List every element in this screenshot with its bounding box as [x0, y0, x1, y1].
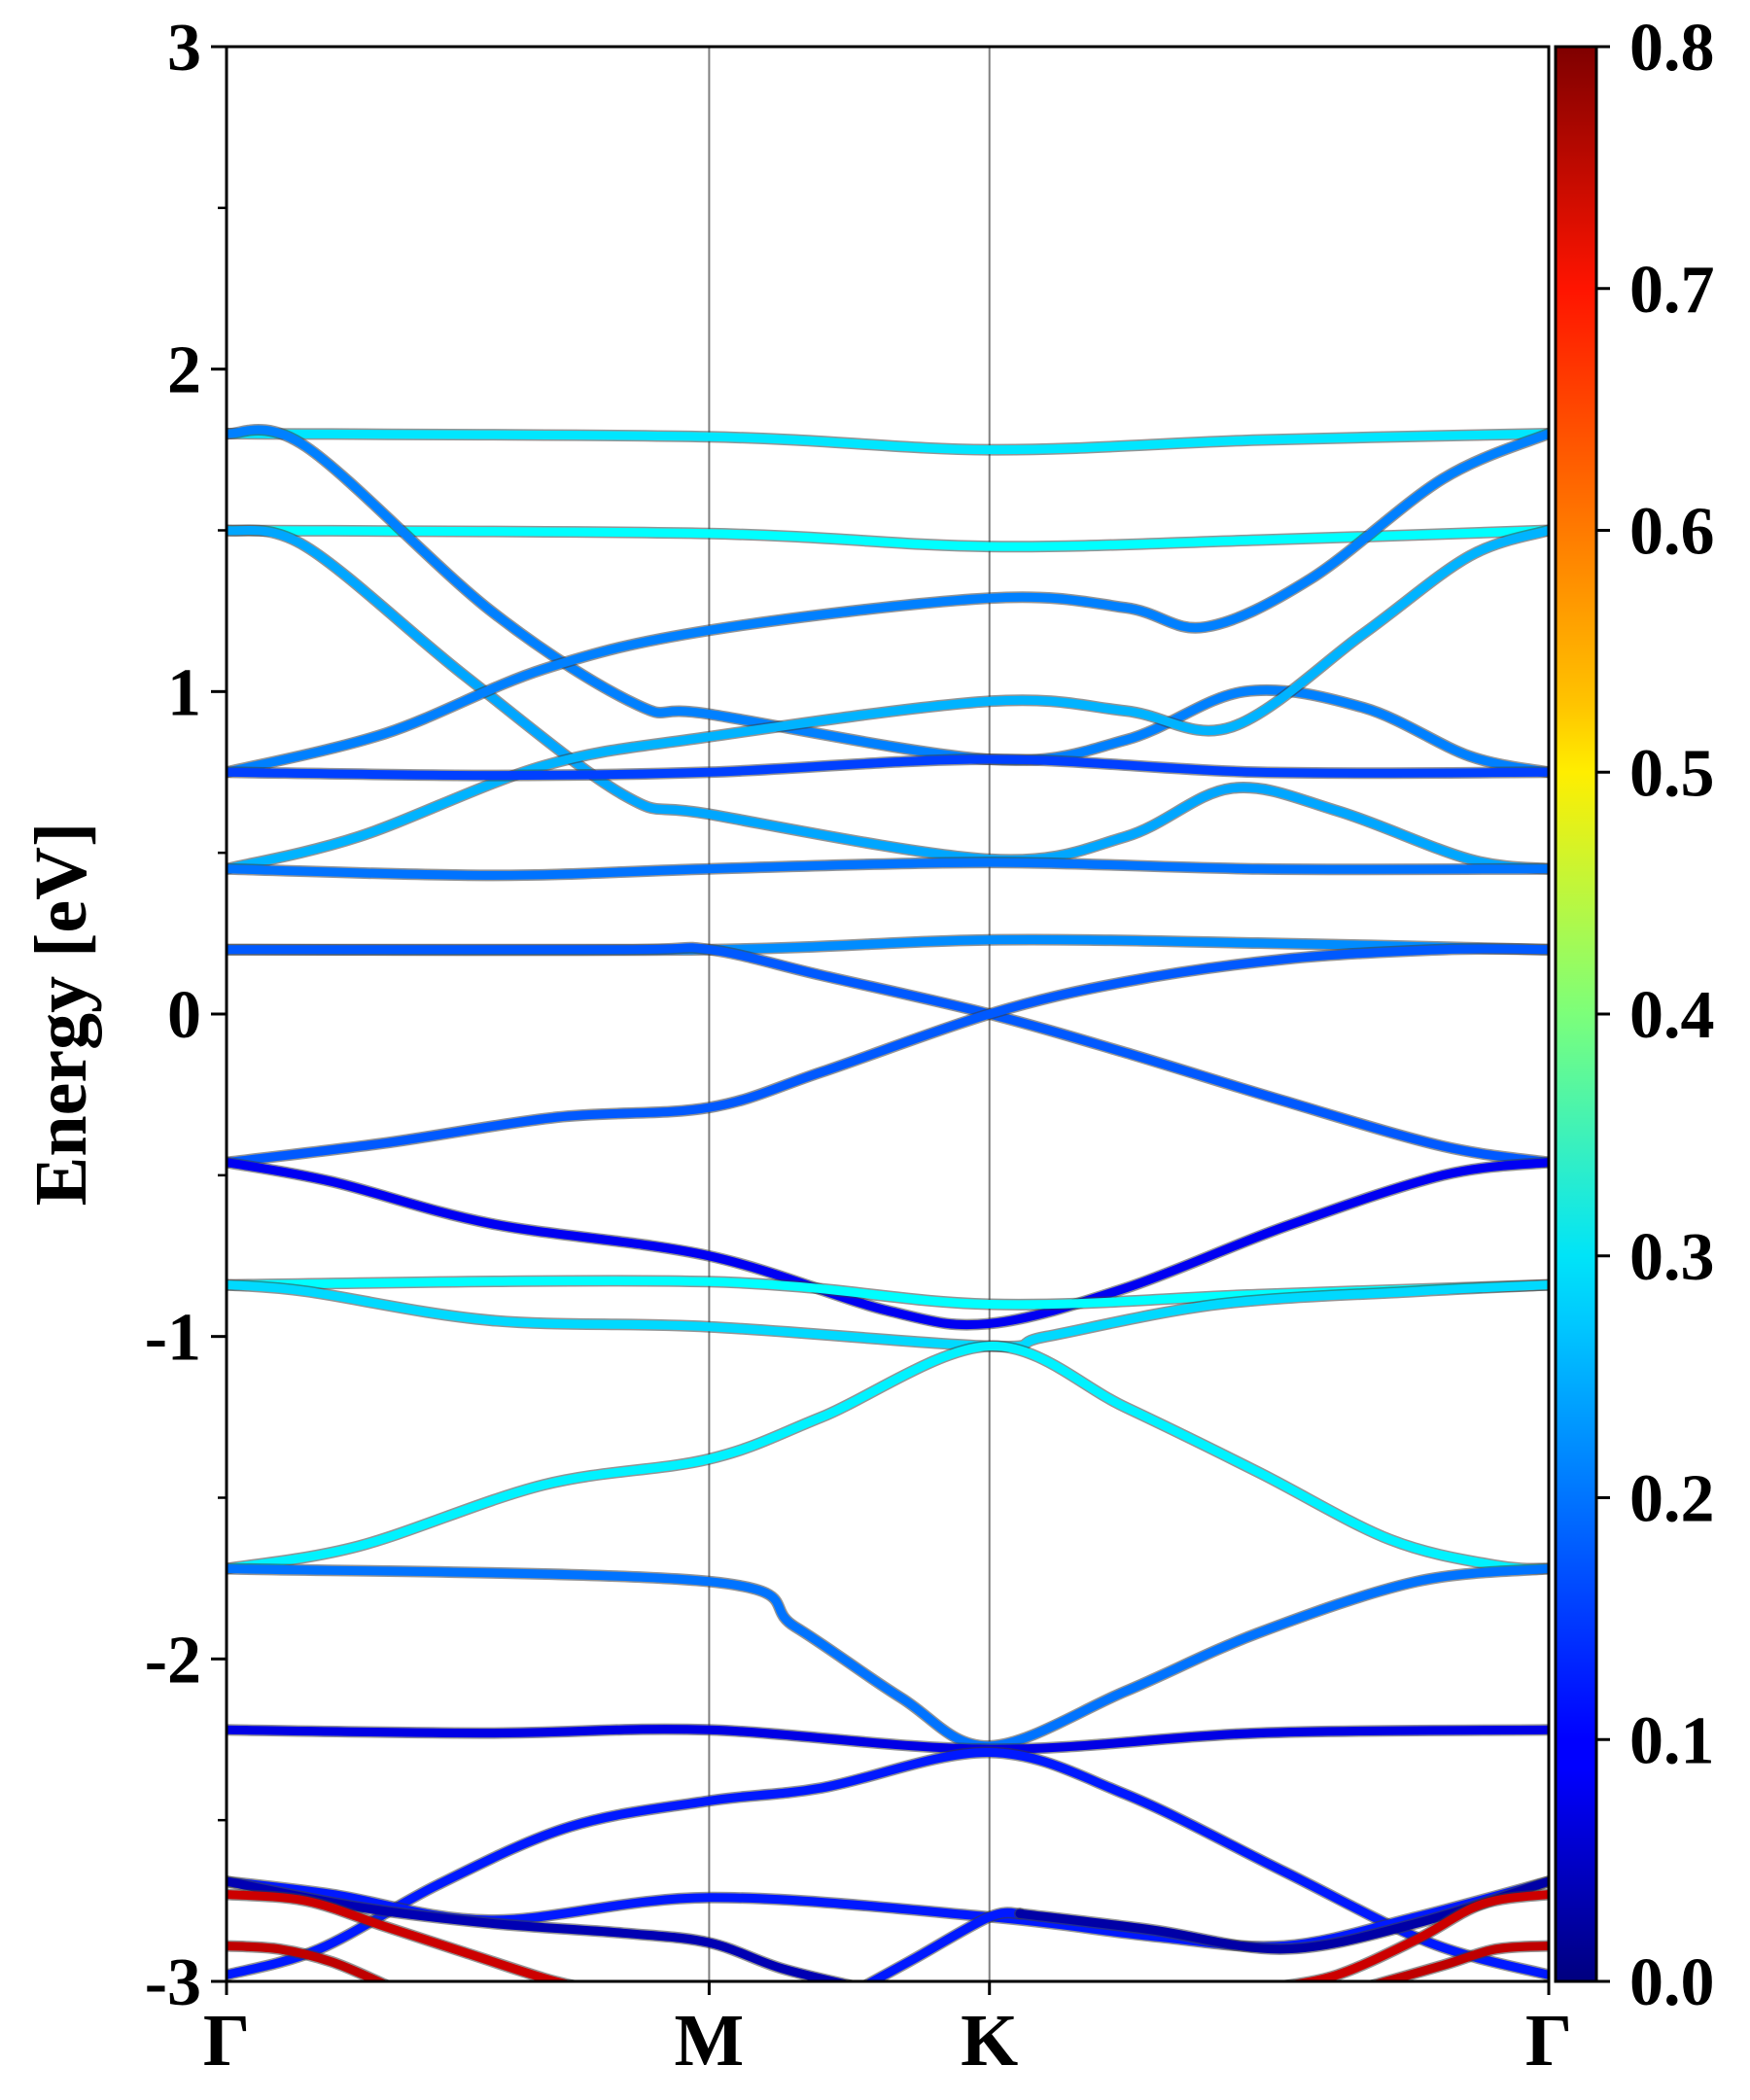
band-line-11 — [227, 1158, 1549, 1330]
y-tick-label-0: 3 — [167, 11, 201, 86]
band-line-0 — [227, 429, 1549, 455]
band-line-2 — [227, 425, 1549, 777]
band-line-7 — [227, 858, 1549, 880]
band-line-10 — [227, 944, 1549, 1168]
x-tick-label-3: Γ — [1525, 2000, 1572, 2082]
y-axis-label: Energy [eV] — [20, 822, 102, 1207]
band-line-5 — [227, 526, 1549, 874]
y-tick-label-5: -2 — [145, 1623, 201, 1698]
band-line-1 — [227, 526, 1549, 551]
band-lines — [227, 424, 1549, 1981]
colorbar: 0.0 0.1 0.2 0.3 0.4 0.5 0.6 0.7 0.8 — [1554, 11, 1715, 2020]
band-line-15 — [227, 1564, 1549, 1751]
colorbar-tick-label-3: 0.3 — [1629, 1220, 1715, 1295]
band-line-20 — [863, 1908, 1025, 1981]
band-line-16 — [227, 1725, 1549, 1754]
band-line-4 — [227, 429, 1549, 777]
band-line-19 — [227, 1876, 854, 1981]
y-tick-label-2: 1 — [167, 655, 201, 730]
y-tick-label-4: -1 — [145, 1301, 201, 1376]
band-line-9 — [227, 943, 1549, 1168]
colorbar-tick-label-2: 0.2 — [1629, 1462, 1715, 1537]
colorbar-tick-label-4: 0.4 — [1629, 978, 1715, 1053]
band-line-25 — [1370, 1942, 1549, 1981]
colorbar-tick-label-0: 0.0 — [1629, 1945, 1715, 2020]
colorbar-tick-label-5: 0.5 — [1629, 736, 1715, 811]
band-line-3 — [227, 525, 1549, 874]
colorbar-fill — [1556, 47, 1596, 1981]
y-tick-label-3: 0 — [167, 978, 201, 1053]
x-tick-label-0: Γ — [203, 2000, 250, 2082]
y-axis: 3 2 1 0 -1 -2 -3 — [145, 11, 227, 2020]
band-line-23 — [227, 1942, 389, 1981]
plot-area — [227, 47, 1549, 1981]
colorbar-tick-label-7: 0.7 — [1629, 253, 1715, 328]
colorbar-tick-label-6: 0.6 — [1629, 495, 1715, 570]
plot-background — [227, 47, 1549, 1981]
x-tick-label-1: M — [675, 2000, 745, 2082]
band-line-17 — [227, 1747, 1549, 1979]
band-line-14 — [227, 1342, 1549, 1573]
y-tick-label-1: 2 — [167, 333, 201, 408]
x-tick-label-2: K — [961, 2000, 1018, 2082]
colorbar-tick-label-1: 0.1 — [1629, 1703, 1715, 1778]
band-line-22 — [227, 1890, 575, 1981]
y-tick-label-6: -3 — [145, 1945, 201, 2020]
colorbar-tick-label-8: 0.8 — [1629, 11, 1715, 86]
band-line-6 — [227, 754, 1549, 781]
